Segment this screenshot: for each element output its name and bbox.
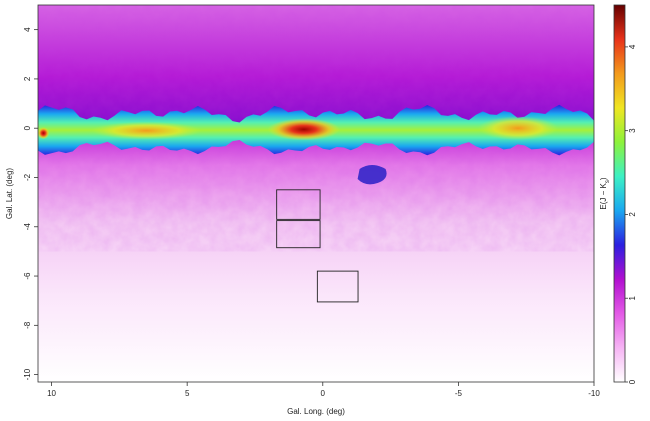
y-tick-label: -10	[23, 368, 32, 380]
x-tick-label: 5	[185, 389, 190, 398]
y-tick-label: -6	[23, 272, 32, 280]
colorbar-title: E(J − Ks)	[599, 177, 611, 209]
y-tick-label: 0	[23, 125, 32, 130]
y-tick-label: 4	[23, 27, 32, 32]
plot-area	[38, 5, 594, 382]
x-axis: 10 5 0 -5 -10	[47, 382, 600, 398]
field-box-2	[276, 220, 321, 249]
warm-patch-left	[91, 121, 202, 140]
x-tick-label: -5	[455, 389, 463, 398]
colorbar-tick-label: 0	[628, 379, 637, 384]
plot-frame	[37, 4, 595, 383]
colorbar-ticks: 0 1 2 3 4	[625, 44, 637, 384]
x-tick-label: -10	[588, 389, 600, 398]
y-tick-label: -2	[23, 173, 32, 181]
x-tick-label: 10	[47, 389, 56, 398]
field-boxes	[276, 189, 359, 303]
colorbar: 0 1 2 3 4 E(J − Ks)	[599, 4, 637, 384]
y-tick-label: -4	[23, 223, 32, 231]
colorbar-tick-label: 1	[628, 295, 637, 300]
hot-core	[267, 118, 340, 141]
field-box-1	[276, 189, 321, 220]
warm-patch-right	[478, 116, 559, 141]
colorbar-tick-label: 4	[628, 44, 637, 49]
hot-spot-left	[38, 127, 50, 140]
y-tick-label: -8	[23, 321, 32, 329]
y-axis: 4 2 0 -2 -4 -6 -8 -10	[23, 27, 38, 380]
dark-lane-blob	[357, 165, 387, 185]
y-axis-title: Gal. Lat. (deg)	[5, 168, 14, 219]
x-tick-label: 0	[321, 389, 326, 398]
colorbar-tick-label: 3	[628, 128, 637, 133]
field-box-3	[316, 270, 359, 303]
colorbar-gradient	[613, 4, 626, 383]
y-tick-label: 2	[23, 76, 32, 81]
x-axis-title: Gal. Long. (deg)	[287, 407, 345, 416]
colorbar-tick-label: 2	[628, 212, 637, 217]
